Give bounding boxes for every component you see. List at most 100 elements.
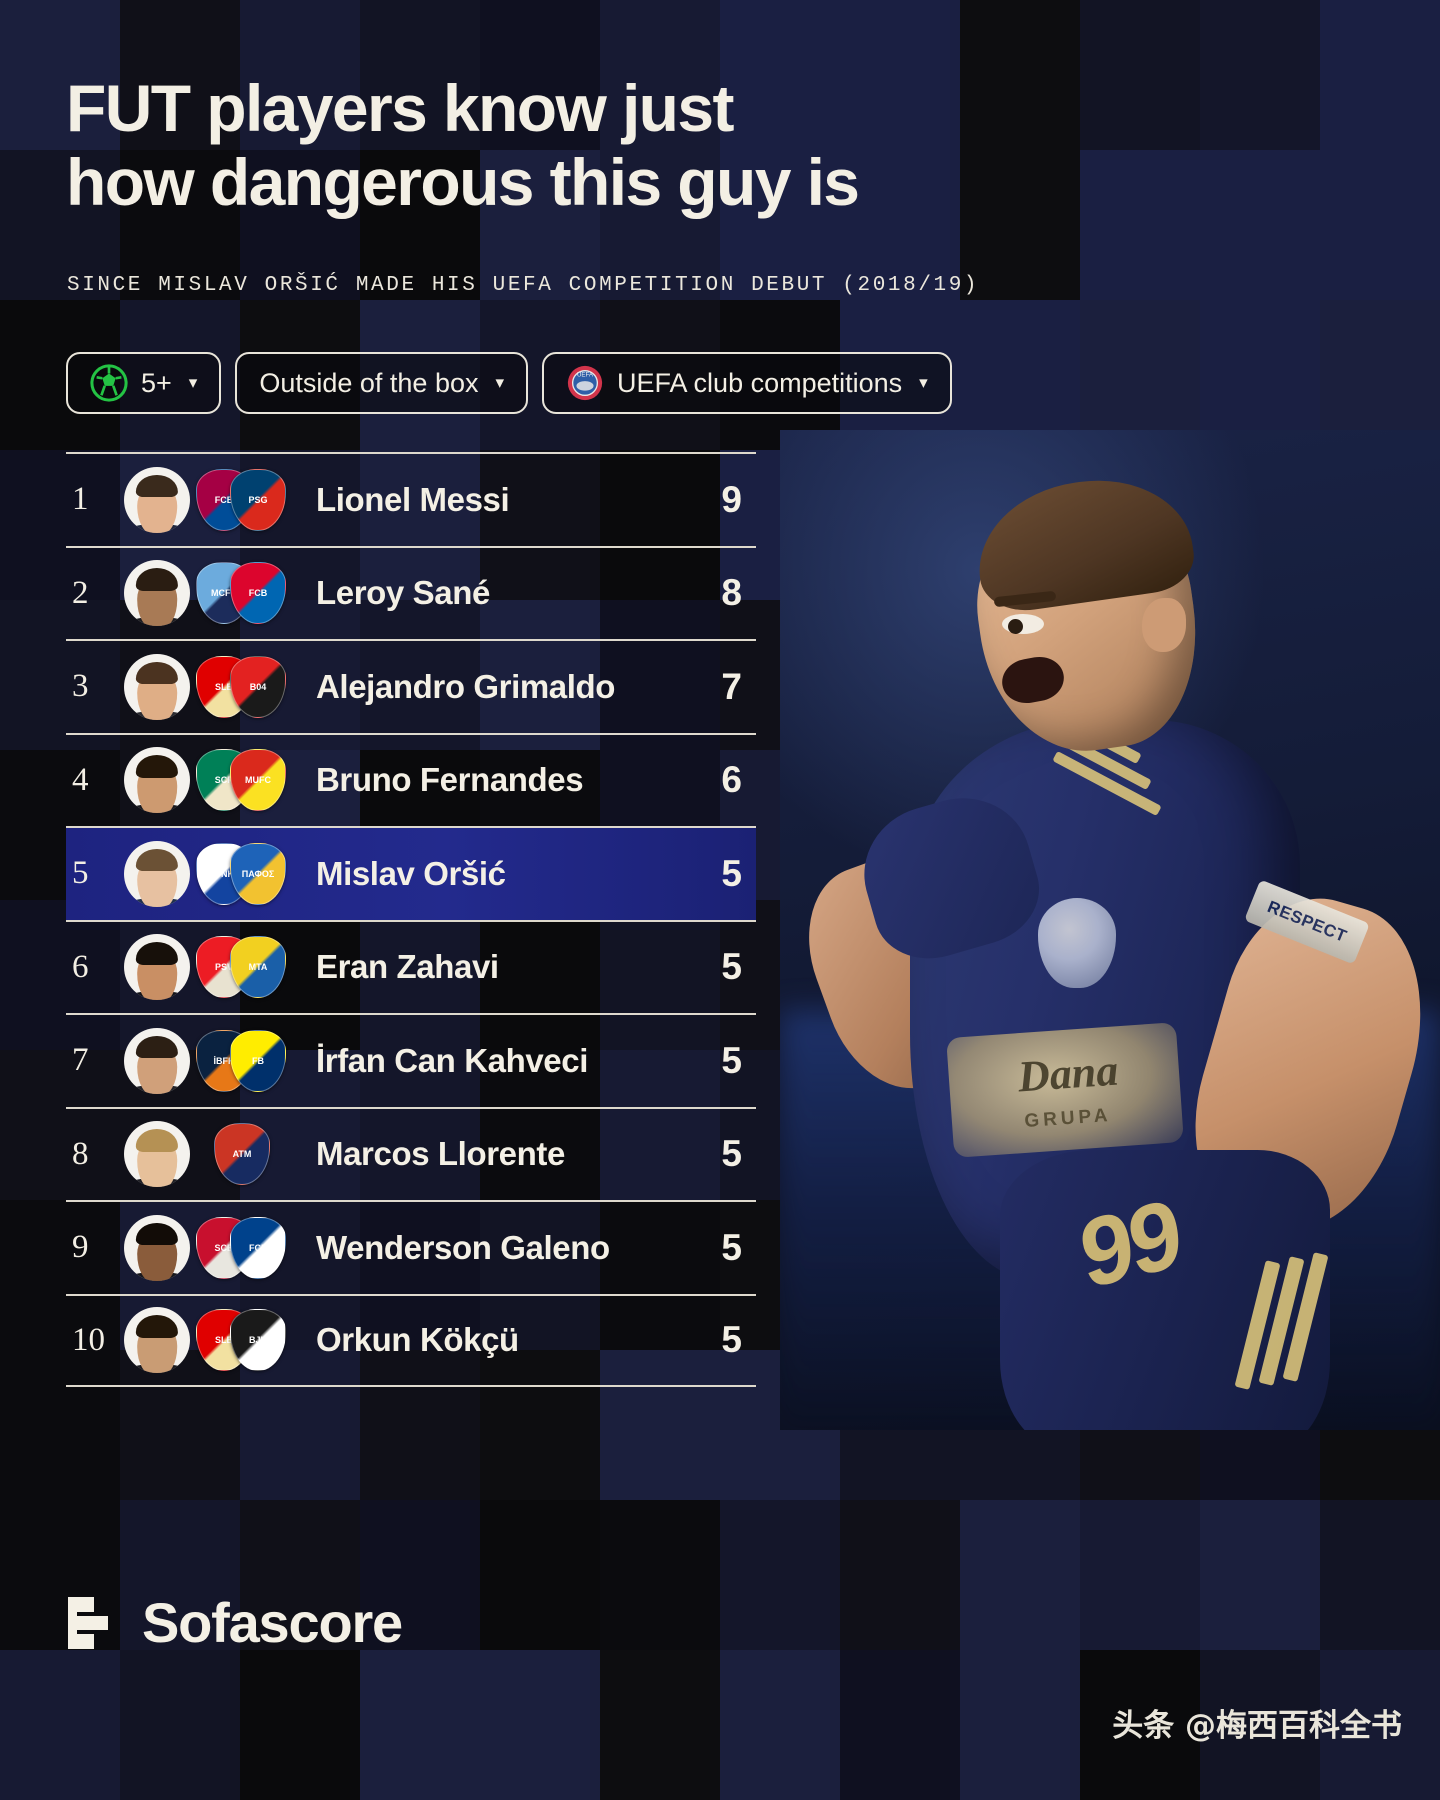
player-name: Alejandro Grimaldo [316,667,616,705]
background-tile [0,900,121,1051]
background-tile [0,600,121,751]
background-tile [0,0,121,151]
avatar-hair [135,1129,179,1152]
avatar [124,1027,190,1094]
player-goal-count: 5 [721,946,742,988]
background-tile [720,0,841,151]
background-tile [480,1050,601,1201]
player-goal-count: 6 [721,759,742,801]
table-row[interactable]: 2 MCFC FCB Leroy Sané 8 [66,545,756,640]
background-tile [360,1200,481,1351]
player-name: Mislav Oršić [316,854,506,892]
avatar [124,747,190,814]
row-rank: 1 [72,481,89,518]
table-row[interactable]: 1 FCB PSG Lionel Messi 9 [66,452,756,546]
player-name: Orkun Kökçü [316,1321,519,1359]
filter-chip-label: Outside of the box [259,367,479,398]
avatar [124,1307,190,1374]
background-tile [360,900,481,1051]
background-tile [1200,0,1321,151]
sofascore-mark-icon [66,1595,122,1651]
avatar-hair [135,474,179,498]
table-row[interactable]: 5 GNK ΠΑΦΟΣ Mislav Oršić 5 [66,826,756,920]
club-crests: İBFK FB [196,1026,292,1096]
background-tile [720,1650,841,1800]
background-tile [120,150,241,301]
fenerbahce-crest: FB [230,1029,286,1092]
table-row[interactable]: 8 ATM Marcos Llorente 5 [66,1106,756,1201]
uefa-logo-icon: UEFA [566,364,604,402]
filter-chip-3[interactable]: UEFA UEFA club competitions ▾ [542,352,952,414]
background-tile [0,1200,121,1351]
table-row[interactable]: 6 PSV MTA Eran Zahavi 5 [66,919,756,1014]
player-name: Leroy Sané [316,574,490,612]
chevron-down-icon[interactable]: ▾ [188,373,198,392]
background-tile [600,1050,721,1201]
background-tile [240,1500,361,1651]
chevron-down-icon[interactable]: ▾ [919,373,928,392]
club-crests: MCFC FCB [196,558,292,628]
background-tile [1080,150,1201,301]
hero-player-photo: RESPECT Dana GRUPA 99 [780,430,1440,1430]
soccer-ball-icon [90,364,128,402]
table-row[interactable]: 7 İBFK FB İrfan Can Kahveci 5 [66,1013,756,1107]
title-line-1: FUT players know just [66,71,734,145]
atletico-madrid-crest: ATM [214,1123,270,1186]
background-tile [0,450,121,601]
row-rank: 2 [72,574,89,611]
sofascore-logo: Sofascore [66,1590,403,1655]
filter-chip-label: 5+ [141,367,172,398]
background-tile [1080,1500,1201,1651]
avatar [124,560,190,627]
chevron-down-icon[interactable]: ▾ [495,373,505,392]
avatar [124,840,190,907]
background-tile [240,1650,361,1800]
player-goal-count: 5 [721,1319,742,1361]
avatar-hair [135,942,179,965]
background-tile [1320,0,1440,151]
background-tile [960,1650,1081,1800]
player-name: Marcos Llorente [316,1135,565,1173]
background-tile [480,0,601,151]
page-subtitle: SINCE MISLAV ORŠIĆ MADE HIS UEFA COMPETI… [67,274,980,297]
player-goal-count: 5 [721,1226,742,1268]
player-goal-count: 5 [721,1039,742,1081]
club-crests: FCB PSG [196,465,292,535]
background-tile [0,150,121,301]
background-tile [720,1500,841,1651]
table-row[interactable]: 10 SLB BJK Orkun Kökçü 5 [66,1293,756,1387]
background-tile [1200,300,1321,451]
background-tile [600,1350,721,1501]
filter-chip-2[interactable]: Outside of the box ▾ [235,352,529,414]
row-rank: 7 [72,1042,89,1079]
row-rank: 8 [72,1135,89,1172]
background-tile [720,150,841,301]
background-tile [240,1350,361,1501]
background-tile [1320,300,1440,451]
background-tile [360,0,481,151]
club-crests: SCP MUFC [196,745,292,815]
club-crests: SLB B04 [196,652,292,722]
table-row[interactable]: 4 SCP MUFC Bruno Fernandes 6 [66,732,756,827]
background-tile [0,1650,121,1800]
table-row[interactable]: 3 SLB B04 Alejandro Grimaldo 7 [66,639,756,733]
background-tile [480,1200,601,1351]
background-tile [840,0,961,151]
svg-text:UEFA: UEFA [577,371,594,378]
background-tile [840,150,961,301]
table-row[interactable]: 9 SCB FCP Wenderson Galeno 5 [66,1200,756,1294]
page-title: FUT players know just how dangerous this… [66,71,1016,220]
background-tile [480,450,601,601]
background-tile [480,900,601,1051]
sofascore-wordmark: Sofascore [142,1591,403,1654]
player-name: Wenderson Galeno [316,1228,610,1266]
filter-chip-1[interactable]: 5+ ▾ [66,352,222,414]
background-tile [0,1350,121,1501]
background-tile [480,150,601,301]
row-rank: 4 [72,761,89,798]
row-rank: 9 [72,1229,89,1266]
background-tile [600,450,721,601]
psg-crest: PSG [230,468,286,531]
background-tile [120,1500,241,1651]
